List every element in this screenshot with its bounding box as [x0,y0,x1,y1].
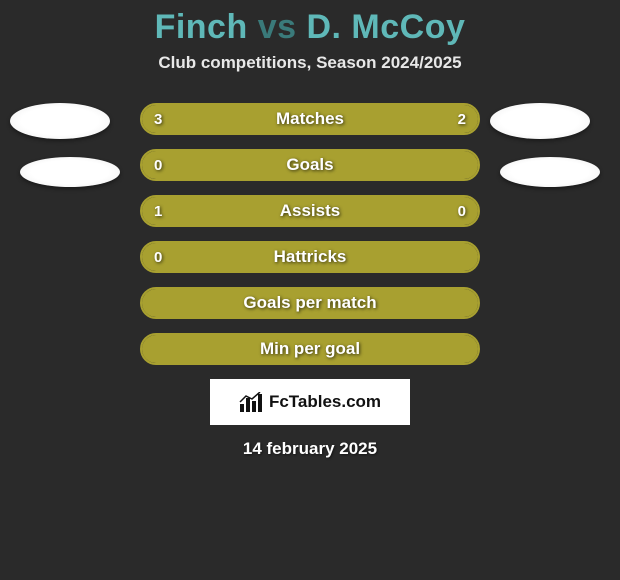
stat-row: Min per goal [140,333,480,365]
player2-name: D. McCoy [306,8,465,46]
subtitle: Club competitions, Season 2024/2025 [0,53,620,73]
stat-value-left: 0 [142,151,174,179]
stat-label: Assists [142,197,478,225]
brand-text: FcTables.com [269,392,381,412]
player-avatar [20,157,120,187]
stat-value-left: 1 [142,197,174,225]
stat-row: Matches3 2 [140,103,480,135]
player1-name: Finch [155,8,248,46]
stat-row: Goals per match [140,287,480,319]
brand-logo: FcTables.com [210,379,410,425]
player-avatar [500,157,600,187]
stat-label: Goals [142,151,478,179]
comparison-card: Finch vs D. McCoy Club competitions, Sea… [0,0,620,459]
stat-label: Matches [142,105,478,133]
stat-value-left: 0 [142,243,174,271]
stat-value-right: 2 [446,105,478,133]
stat-value-right: 0 [446,197,478,225]
stat-value-left: 3 [142,105,174,133]
stat-label: Hattricks [142,243,478,271]
stat-row: Assists1 0 [140,195,480,227]
stats-area: Matches32Goals0Assists10Hattricks0Goals … [0,103,620,365]
footer-date: 14 february 2025 [0,439,620,459]
player-avatar [490,103,590,139]
stat-label: Min per goal [142,335,478,363]
vs-text: vs [258,8,297,46]
stat-row: Goals0 [140,149,480,181]
chart-icon [239,392,263,412]
stat-row: Hattricks0 [140,241,480,273]
title: Finch vs D. McCoy [0,8,620,47]
stat-label: Goals per match [142,289,478,317]
player-avatar [10,103,110,139]
